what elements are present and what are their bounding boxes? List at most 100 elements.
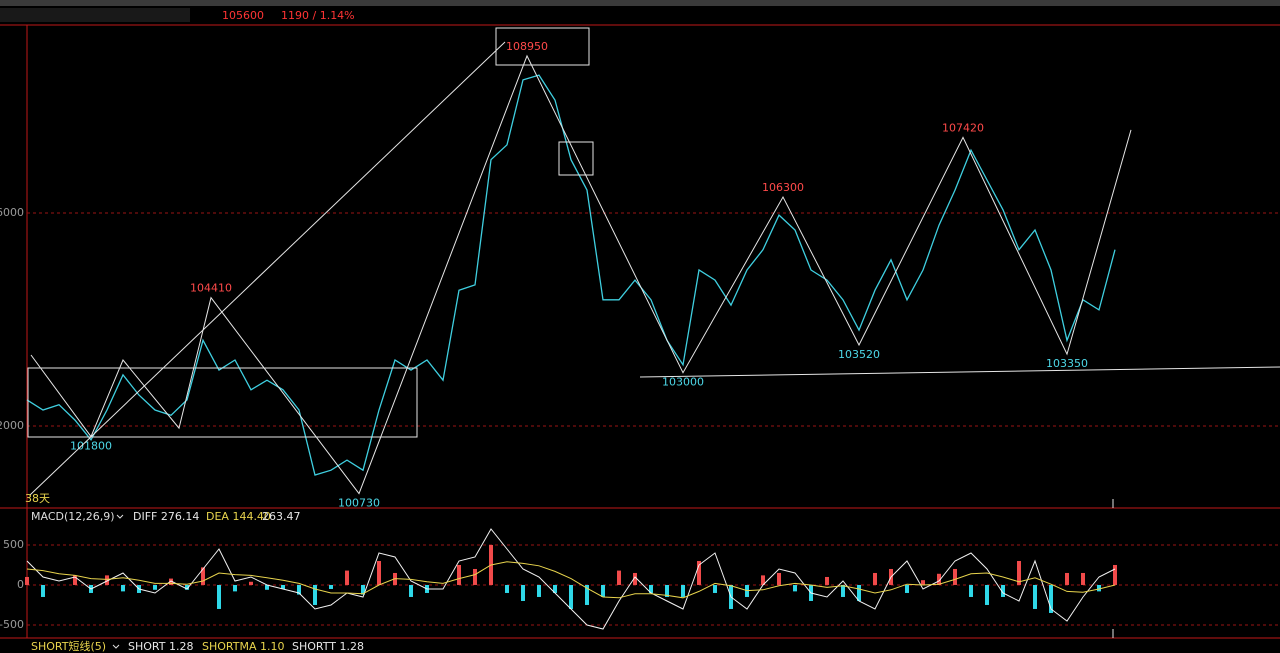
- pivot-label: 104410: [190, 282, 232, 295]
- histogram-bar: [777, 572, 781, 585]
- dropdown-icon[interactable]: [116, 514, 124, 519]
- top-bar: [0, 0, 1280, 6]
- series-line: [30, 54, 1132, 495]
- histogram-bar: [73, 575, 77, 585]
- support-line: [639, 366, 1280, 378]
- blurred-label: [0, 8, 190, 22]
- indicator-reading: SHORTMA 1.10: [202, 640, 284, 653]
- pivot-label: 106300: [762, 181, 804, 194]
- gap-box: [558, 141, 594, 176]
- y-tick-label: -500: [0, 618, 24, 631]
- pivot-label: 101800: [70, 440, 112, 453]
- indicator-reading: DIFF 276.14: [133, 510, 199, 523]
- histogram-bar: [681, 584, 685, 597]
- drawings: [27, 27, 1280, 638]
- histogram-bar: [281, 584, 285, 589]
- histogram-bar: [1033, 584, 1037, 609]
- histogram-bar: [697, 560, 701, 585]
- histogram-bar: [537, 584, 541, 597]
- histogram-bar: [521, 584, 525, 601]
- histogram-bar: [201, 567, 205, 585]
- histogram-bar: [873, 572, 877, 585]
- histogram-bar: [553, 584, 557, 593]
- range-box: [27, 367, 418, 438]
- indicator-reading: SHORTT 1.28: [292, 640, 364, 653]
- indicator-title: SHORT短线(5): [31, 639, 106, 653]
- histogram-bar: [905, 584, 909, 593]
- histogram-bar: [185, 584, 189, 590]
- pivot-label: 103350: [1046, 357, 1088, 370]
- histogram-bar: [1097, 584, 1101, 592]
- histogram-bar: [617, 570, 621, 585]
- histogram-bar: [665, 584, 669, 597]
- y-tick-label: 500: [3, 538, 24, 551]
- pivot-label: 108950: [506, 40, 548, 53]
- histogram-bar: [937, 573, 941, 585]
- trend-line: [29, 41, 506, 496]
- series-line: [26, 528, 1116, 630]
- histogram-bar: [1017, 560, 1021, 585]
- indicator-title: MACD(12,26,9): [31, 510, 115, 523]
- pivot-label: 103000: [662, 376, 704, 389]
- histogram-bar: [249, 581, 253, 585]
- histogram-bar: [409, 584, 413, 597]
- histogram-bar: [361, 584, 365, 595]
- histogram-bar: [121, 584, 125, 592]
- histogram-bar: [649, 584, 653, 593]
- indicator-reading: 263.47: [262, 510, 301, 523]
- histogram-bar: [1001, 584, 1005, 597]
- dropdown-icon[interactable]: [112, 644, 120, 649]
- histogram-bar: [345, 570, 349, 585]
- series-line: [26, 74, 1116, 476]
- histogram-bar: [969, 584, 973, 597]
- histogram-bar: [1113, 564, 1117, 585]
- histogram-bar: [585, 584, 589, 605]
- price-panel: 102000 106000 101800 104410 100730 108950 1030…: [0, 40, 1280, 510]
- histogram-bar: [761, 575, 765, 585]
- series-line: [26, 561, 1116, 599]
- y-tick-label: 102000: [0, 419, 24, 432]
- histogram-bar: [1081, 572, 1085, 585]
- macd-panel: 500 0 -500: [0, 528, 1280, 631]
- annotation: 38天: [25, 492, 50, 505]
- histogram-bar: [1049, 584, 1053, 613]
- histogram-bar: [265, 584, 269, 590]
- top-box: [495, 27, 590, 66]
- histogram-bar: [313, 584, 317, 605]
- y-tick-label: 106000: [0, 206, 24, 219]
- histogram-bar: [233, 584, 237, 592]
- histogram-bar: [825, 576, 829, 585]
- histogram-bar: [857, 584, 861, 601]
- histogram-bar: [105, 575, 109, 585]
- histogram-bar: [841, 584, 845, 597]
- histogram-bar: [329, 584, 333, 589]
- histogram-bar: [633, 572, 637, 585]
- histogram-bar: [985, 584, 989, 605]
- last-price: 105600: [222, 9, 264, 22]
- histogram-bar: [153, 584, 157, 590]
- histogram-bar: [457, 564, 461, 585]
- histogram-bar: [297, 584, 301, 595]
- histogram-bar: [41, 584, 45, 597]
- histogram-bar: [25, 576, 29, 585]
- histogram-bar: [217, 584, 221, 609]
- pivot-label: 100730: [338, 497, 380, 510]
- histogram-bar: [953, 568, 957, 585]
- histogram-bar: [473, 568, 477, 585]
- histogram-bar: [377, 560, 381, 585]
- pivot-label: 103520: [838, 348, 880, 361]
- indicator-reading: SHORT 1.28: [128, 640, 193, 653]
- histogram-bar: [505, 584, 509, 593]
- y-tick-label: 0: [17, 578, 24, 591]
- histogram-bar: [1065, 572, 1069, 585]
- histogram-bar: [569, 584, 573, 609]
- histogram-bar: [921, 580, 925, 585]
- indicator-reading: DEA 144.40: [206, 510, 271, 523]
- histogram-bar: [793, 584, 797, 592]
- histogram-bar: [713, 584, 717, 593]
- histogram-bar: [169, 578, 173, 585]
- pivot-label: 107420: [942, 121, 984, 134]
- price-change: 1190 / 1.14%: [281, 9, 355, 22]
- histogram-bar: [601, 584, 605, 597]
